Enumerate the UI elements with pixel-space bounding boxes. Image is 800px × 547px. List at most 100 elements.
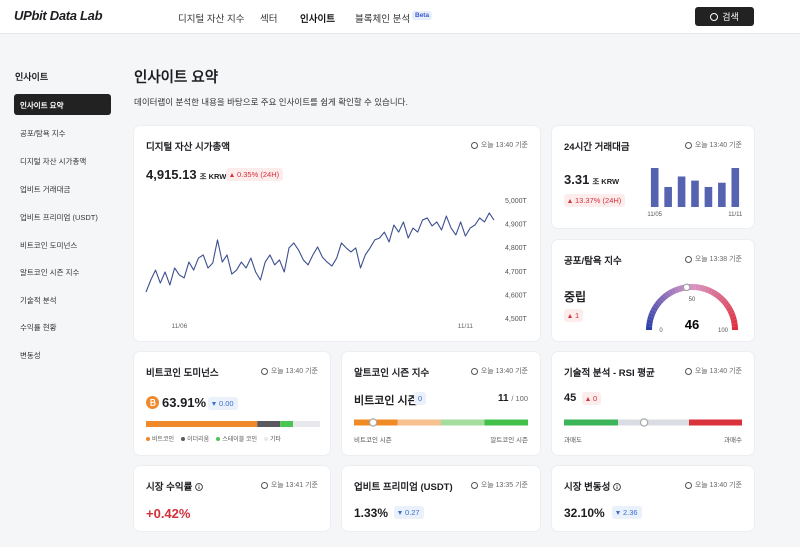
scale-label: 과매도 (564, 437, 582, 444)
sidebar-item[interactable]: 업비트 거래대금 (20, 185, 71, 194)
gauge-arc (701, 285, 707, 292)
dominance-segment (146, 421, 258, 427)
sidebar-item[interactable]: 인사이트 요약 (20, 101, 64, 110)
card-title-text: 시장 변동성 (564, 482, 611, 493)
sidebar-item[interactable]: 공포/탐욕 지수 (20, 129, 66, 138)
gauge-arc (722, 300, 730, 307)
segment (689, 419, 742, 426)
page-description: 데이터랩이 분석한 내용을 바탕으로 주요 인사이트를 쉽게 확인할 수 있습니… (134, 97, 408, 107)
logo[interactable]: UPbit Data Lab (14, 8, 103, 23)
x-tick-label: 11/06 (171, 323, 187, 330)
segment (564, 419, 618, 426)
score: 11 / 100 (498, 393, 528, 404)
segment (484, 419, 528, 426)
gauge-tick-label: 0 (659, 328, 663, 334)
legend-swatch (146, 436, 150, 441)
value-text: 4,915.13 (146, 167, 197, 182)
time-text: 오늘 13:40 기준 (480, 142, 528, 149)
bar (704, 186, 713, 207)
time-text: 오늘 13:40 기준 (270, 368, 318, 375)
card-title: 시장 수익률 (146, 479, 204, 493)
sidebar-item[interactable]: 알트코인 시즌 지수 (20, 268, 80, 277)
nav-item[interactable]: 인사이트 (300, 14, 335, 25)
time-text: 오늘 13:40 기준 (694, 482, 742, 489)
gauge-arc (715, 292, 722, 300)
sidebar-active[interactable] (14, 94, 111, 115)
card: 시장 변동성 오늘 13:40 기준 32.10% 2.36 (552, 466, 754, 531)
info-icon[interactable] (195, 483, 204, 491)
info-icon[interactable] (613, 483, 622, 491)
time-text: 오늘 13:40 기준 (694, 142, 742, 149)
beta-badge: Beta (412, 11, 433, 20)
y-tick-label: 4,700T (505, 269, 528, 276)
value-text: 3.31 (564, 172, 590, 187)
card: 기술적 분석 - RSI 평균 오늘 13:40 기준 45 0 과매도 과매수 (552, 352, 754, 455)
card-title: 24시간 거래대금 (564, 142, 630, 153)
gauge-tick-label: 100 (718, 328, 729, 334)
value: 45 (564, 392, 577, 404)
gauge-arc (720, 297, 727, 305)
card-title-text: 시장 수익률 (146, 482, 193, 493)
gauge-arc (651, 305, 658, 312)
nav-item[interactable]: 섹터 (260, 14, 278, 25)
bar (731, 168, 740, 207)
y-tick-label: 4,600T (505, 292, 528, 299)
y-tick-label: 4,500T (505, 316, 528, 323)
x-tick-label: 11/11 (458, 323, 474, 330)
sidebar-item[interactable]: 업비트 프리미엄 (USDT) (20, 213, 98, 222)
gauge-arc (659, 295, 667, 302)
page-title: 인사이트 요약 (134, 70, 219, 86)
gauge-arc (698, 284, 703, 292)
change-badge: 2.36 (612, 506, 642, 519)
x-tick-label: 11/05 (647, 212, 662, 218)
legend-item: 이더리움 (181, 434, 209, 443)
gauge: 0 50 100 46 (646, 283, 738, 334)
gauge-arc (712, 290, 720, 298)
search-icon (710, 12, 719, 21)
gauge-arc (717, 295, 725, 302)
card-title: 디지털 자산 시가총액 (146, 142, 230, 153)
segment (397, 419, 441, 426)
legend-swatch (216, 436, 221, 441)
card-title: 알트코인 시즌 지수 (354, 368, 430, 379)
gauge-tick-label: 50 (689, 297, 696, 303)
legend-label: 기타 (269, 437, 282, 443)
bar (691, 180, 699, 207)
value: 3.31 조 KRW (564, 172, 619, 187)
change-badge: 1 (564, 309, 584, 322)
segment (618, 419, 689, 426)
line-chart: 4,500T 4,600T 4,700T 4,800T 4,900T 5,000T 11/0… (145, 198, 528, 330)
gauge-arc (648, 312, 656, 318)
sidebar-item[interactable]: 비트코인 도미넌스 (20, 241, 78, 250)
search-button[interactable]: 검색 (695, 7, 754, 26)
gauge-marker (682, 283, 691, 292)
scale-label: 비트코인 시즌 (354, 437, 392, 444)
time: 오늘 13:35 기준 (470, 480, 528, 490)
gauge-arc (704, 286, 710, 294)
status: 비트코인 시즌 (354, 395, 418, 407)
card-title: 비트코인 도미넌스 (146, 368, 219, 379)
nav-item[interactable]: 디지털 자산 지수 (178, 14, 245, 25)
card-title: 시장 변동성 (564, 479, 622, 493)
sidebar-item[interactable]: 기술적 분석 (20, 296, 57, 305)
nav-item[interactable]: 블록체인 분석 (355, 14, 411, 25)
gauge-arc (646, 319, 654, 324)
time: 오늘 13:40 기준 (684, 140, 742, 150)
card-title: 업비트 프리미엄 (USDT) (354, 482, 453, 493)
gauge-arc (662, 292, 669, 300)
sidebar-item[interactable]: 변동성 (20, 351, 41, 360)
card: 공포/탐욕 지수 오늘 13:38 기준 중립 1 0 50 100 46 (552, 240, 754, 341)
sidebar-item[interactable]: 수익률 현황 (20, 323, 57, 332)
gauge-arc (657, 297, 664, 305)
change-badge: 0.27 (394, 506, 424, 519)
value: 63.91% (162, 395, 207, 410)
gauge-arc (667, 289, 674, 296)
dominance-segment (293, 421, 320, 427)
y-tick-label: 4,800T (505, 245, 528, 252)
bar (664, 186, 672, 207)
line (145, 212, 495, 293)
gauge-arc (674, 286, 680, 294)
sidebar-item[interactable]: 디지털 자산 시가총액 (20, 157, 87, 166)
